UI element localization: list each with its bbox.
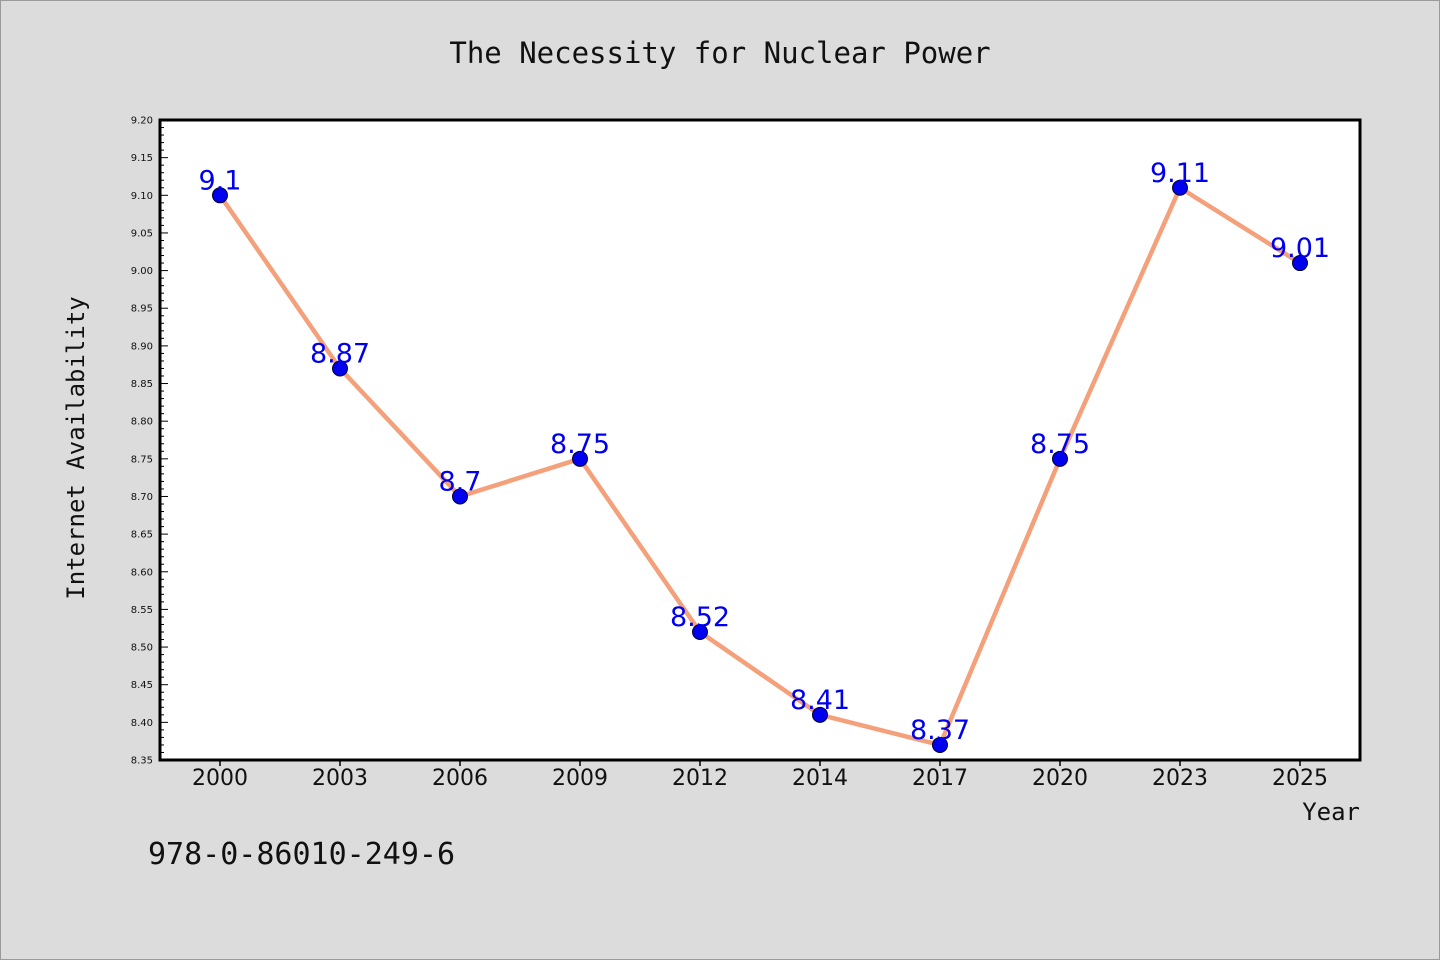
data-label: 8.75	[550, 429, 610, 460]
chart-title: The Necessity for Nuclear Power	[449, 36, 990, 70]
y-tick-label: 8.50	[131, 643, 153, 654]
x-axis-label: Year	[1302, 798, 1360, 826]
data-point	[1052, 450, 1068, 467]
x-tick-label: 2017	[912, 766, 968, 791]
y-tick-label: 8.70	[131, 492, 153, 503]
data-label: 9.1	[199, 165, 242, 196]
data-label: 8.41	[790, 685, 850, 716]
y-tick-label: 8.35	[131, 756, 153, 767]
x-tick-label: 2000	[192, 766, 248, 791]
series-line	[217, 185, 1303, 748]
x-tick-label: 2006	[432, 766, 488, 791]
data-label: 8.52	[670, 602, 730, 633]
y-tick-label: 8.55	[131, 605, 153, 616]
data-point	[332, 360, 348, 377]
plot-area	[160, 120, 1360, 760]
y-tick-label: 8.65	[131, 530, 153, 541]
tick-layer: 8.35 8.40 8.45 8.50 8.55 8.60 8.65 8.70 8.75 8.80…	[131, 116, 1328, 792]
y-tick-label: 9.00	[131, 266, 153, 277]
series-layer: 9.1 8.87 8.7 8.75 8.52 8.41 8.37 8.75 9.11 9.01	[199, 158, 1330, 753]
y-tick-label: 9.20	[131, 116, 153, 127]
y-tick-label: 8.40	[131, 718, 153, 729]
y-tick-label: 8.80	[131, 417, 153, 428]
data-point	[1292, 255, 1308, 272]
y-tick-label: 8.85	[131, 379, 153, 390]
y-tick-label: 8.95	[131, 304, 153, 315]
y-tick-label: 8.90	[131, 341, 153, 352]
isbn-text: 978-0-86010-249-6	[148, 837, 455, 872]
y-tick-label: 9.05	[131, 228, 153, 239]
x-tick-label: 2009	[552, 766, 608, 791]
data-label: 8.87	[310, 338, 370, 369]
x-tick-label: 2025	[1272, 766, 1328, 791]
x-tick-label: 2012	[672, 766, 728, 791]
data-point	[572, 450, 588, 467]
y-tick-label: 8.75	[131, 454, 153, 465]
data-point	[692, 624, 708, 640]
x-tick-label: 2014	[792, 766, 848, 791]
data-point	[812, 706, 828, 723]
y-axis-label: Internet Availability	[62, 296, 90, 599]
data-label: 9.11	[1150, 158, 1210, 189]
y-tick-label: 8.45	[131, 680, 153, 691]
x-tick-label: 2020	[1032, 766, 1088, 791]
x-tick-label: 2023	[1152, 766, 1208, 791]
data-point	[452, 488, 468, 505]
y-tick-label: 8.60	[131, 567, 153, 578]
data-point	[1172, 179, 1188, 196]
data-label: 8.37	[910, 715, 970, 746]
y-tick-label: 9.10	[131, 191, 153, 202]
data-point	[212, 187, 228, 204]
data-label: 8.75	[1030, 429, 1090, 460]
plot-border	[158, 118, 1362, 762]
x-tick-label: 2003	[312, 766, 368, 791]
data-label: 9.01	[1270, 233, 1330, 264]
data-point	[932, 736, 948, 753]
data-label: 8.7	[439, 466, 482, 497]
y-tick-label: 9.15	[131, 153, 153, 164]
